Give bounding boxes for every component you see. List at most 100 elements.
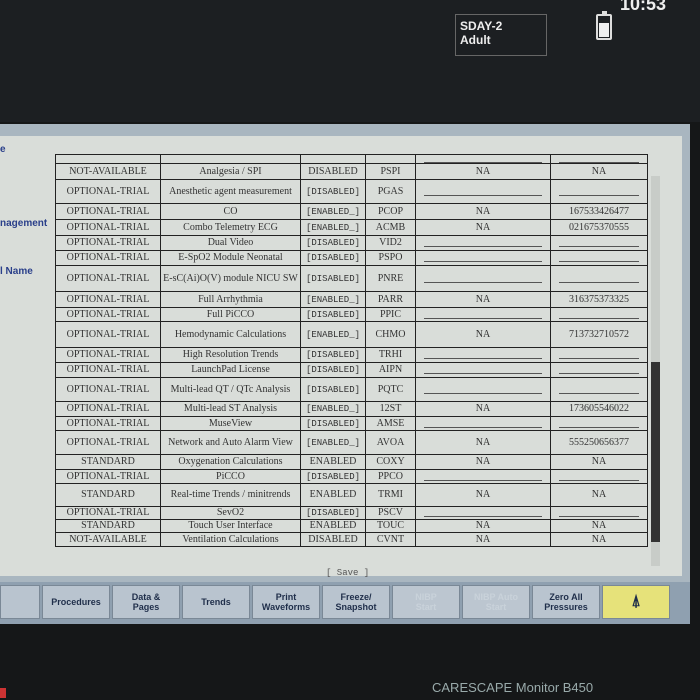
- button-print[interactable]: Print Waveforms: [252, 585, 320, 619]
- code-cell: TRMI: [365, 483, 416, 507]
- status-cell[interactable]: [ENABLED_]: [300, 430, 366, 455]
- license-type-cell: STANDARD: [55, 519, 161, 533]
- status-cell[interactable]: [DISABLED]: [300, 235, 366, 251]
- table-row: OPTIONAL-TRIAL Multi-lead ST Analysis [ENA…: [55, 401, 648, 417]
- table-row: OPTIONAL-TRIAL Anesthetic agent measureme…: [55, 179, 648, 204]
- license-type-cell: OPTIONAL-TRIAL: [55, 219, 161, 236]
- table-row: STANDARD Real-time Trends / minitrends ENA…: [55, 483, 648, 507]
- status-cell[interactable]: ENABLED: [300, 454, 366, 470]
- code-cell: TRHI: [365, 347, 416, 363]
- value-cell: [415, 179, 551, 204]
- code-cell: [365, 154, 416, 164]
- status-cell[interactable]: [DISABLED]: [300, 179, 366, 204]
- status-cell[interactable]: [DISABLED]: [300, 416, 366, 431]
- side-label[interactable]: l Name: [0, 266, 33, 277]
- license-type-cell: OPTIONAL-TRIAL: [55, 307, 161, 322]
- status-cell[interactable]: [DISABLED]: [300, 377, 366, 402]
- save-button[interactable]: [ Save ]: [326, 568, 370, 578]
- value-cell: [415, 362, 551, 378]
- status-cell[interactable]: ENABLED: [300, 483, 366, 507]
- table-row: OPTIONAL-TRIAL High Resolution Trends [DIS…: [55, 347, 648, 363]
- value-cell: [415, 250, 551, 266]
- code-cell: ACMB: [365, 219, 416, 236]
- value-cell: [415, 377, 551, 402]
- status-cell[interactable]: [ENABLED_]: [300, 321, 366, 348]
- button-freeze-[interactable]: Freeze/ Snapshot: [322, 585, 390, 619]
- feature-cell: [160, 154, 301, 164]
- license-type-cell: OPTIONAL-TRIAL: [55, 265, 161, 292]
- status-cell[interactable]: [ENABLED_]: [300, 401, 366, 417]
- patient-info[interactable]: SDAY-2 Adult: [455, 14, 547, 56]
- feature-cell: LaunchPad License: [160, 362, 301, 378]
- value-cell: [415, 154, 551, 164]
- feature-cell: Dual Video: [160, 235, 301, 251]
- license-type-cell: OPTIONAL-TRIAL: [55, 321, 161, 348]
- patient-type: Adult: [460, 33, 491, 47]
- value-cell: NA: [415, 291, 551, 308]
- table-row: OPTIONAL-TRIAL LaunchPad License [DISABLED…: [55, 362, 648, 378]
- button-nibp-auto[interactable]: NIBP Auto Start: [462, 585, 530, 619]
- status-cell[interactable]: ENABLED: [300, 519, 366, 533]
- side-label: e: [0, 144, 6, 155]
- value-cell: NA: [415, 401, 551, 417]
- value-cell: [415, 235, 551, 251]
- feature-cell: Multi-lead QT / QTc Analysis: [160, 377, 301, 402]
- status-cell[interactable]: [DISABLED]: [300, 362, 366, 378]
- code-cell: PSPO: [365, 250, 416, 266]
- status-cell[interactable]: DISABLED: [300, 532, 366, 547]
- status-cell[interactable]: [DISABLED]: [300, 347, 366, 363]
- status-cell[interactable]: [DISABLED]: [300, 506, 366, 520]
- patient-category: SDAY-2: [460, 19, 503, 33]
- power-indicator: [0, 688, 6, 698]
- button-zero-all[interactable]: Zero All Pressures: [532, 585, 600, 619]
- code-cell: PPCO: [365, 469, 416, 484]
- table-row: OPTIONAL-TRIAL Dual Video [DISABLED] VID2: [55, 235, 648, 251]
- status-cell[interactable]: [DISABLED]: [300, 307, 366, 322]
- key-cell: 713732710572: [550, 321, 648, 348]
- value-cell: [415, 265, 551, 292]
- feature-cell: Hemodynamic Calculations: [160, 321, 301, 348]
- license-type-cell: OPTIONAL-TRIAL: [55, 430, 161, 455]
- alarm-bell-icon[interactable]: ⍋: [602, 585, 670, 619]
- button-trends[interactable]: Trends: [182, 585, 250, 619]
- license-type-cell: OPTIONAL-TRIAL: [55, 377, 161, 402]
- status-cell[interactable]: [DISABLED]: [300, 250, 366, 266]
- button-procedures[interactable]: Procedures: [42, 585, 110, 619]
- status-cell[interactable]: [DISABLED]: [300, 265, 366, 292]
- feature-cell: Ventilation Calculations: [160, 532, 301, 547]
- status-cell[interactable]: [ENABLED_]: [300, 219, 366, 236]
- scrollbar-thumb[interactable]: [651, 362, 660, 542]
- license-type-cell: STANDARD: [55, 454, 161, 470]
- value-cell: NA: [415, 483, 551, 507]
- license-type-cell: OPTIONAL-TRIAL: [55, 362, 161, 378]
- feature-cell: Anesthetic agent measurement: [160, 179, 301, 204]
- status-cell[interactable]: [ENABLED_]: [300, 203, 366, 220]
- table-row: OPTIONAL-TRIAL E-sC(Ai)O(V) module NICU S…: [55, 265, 648, 292]
- key-cell: NA: [550, 519, 648, 533]
- side-label[interactable]: nagement: [0, 218, 48, 229]
- table-row: OPTIONAL-TRIAL E-SpO2 Module Neonatal [DIS…: [55, 250, 648, 266]
- license-type-cell: OPTIONAL-TRIAL: [55, 235, 161, 251]
- feature-cell: Combo Telemetry ECG: [160, 219, 301, 236]
- key-cell: 021675370555: [550, 219, 648, 236]
- feature-cell: SevO2: [160, 506, 301, 520]
- key-cell: NA: [550, 483, 648, 507]
- status-cell[interactable]: DISABLED: [300, 163, 366, 180]
- code-cell: VID2: [365, 235, 416, 251]
- button-data-[interactable]: Data & Pages: [112, 585, 180, 619]
- status-cell[interactable]: [ENABLED_]: [300, 291, 366, 308]
- status-cell[interactable]: [DISABLED]: [300, 469, 366, 484]
- feature-cell: CO: [160, 203, 301, 220]
- code-cell: 12ST: [365, 401, 416, 417]
- key-cell: [550, 154, 648, 164]
- code-cell: CHMO: [365, 321, 416, 348]
- feature-cell: E-sC(Ai)O(V) module NICU SW: [160, 265, 301, 292]
- button-nibp[interactable]: NIBP Start: [392, 585, 460, 619]
- status-cell[interactable]: [300, 154, 366, 164]
- code-cell: TOUC: [365, 519, 416, 533]
- licenses-panel: e nagement l Name NOT-AVAILABLE Analgesia…: [0, 136, 682, 578]
- table-row: OPTIONAL-TRIAL CO [ENABLED_] PCOP NA 16753342…: [55, 203, 648, 220]
- status-bar: SDAY-2 Adult 10:53: [0, 0, 700, 122]
- feature-cell: Multi-lead ST Analysis: [160, 401, 301, 417]
- button-menu[interactable]: [0, 585, 40, 619]
